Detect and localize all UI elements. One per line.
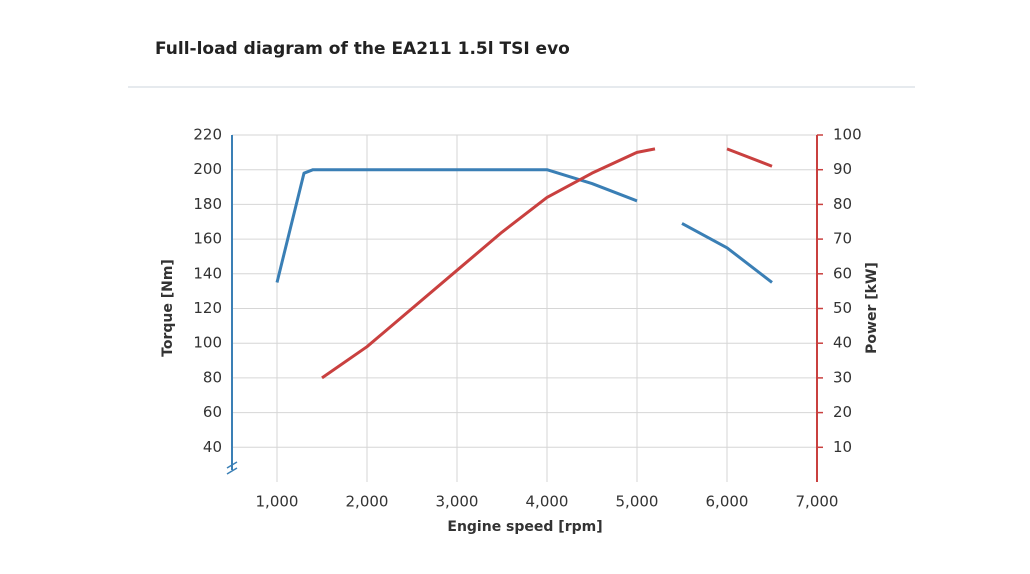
x-axis-title: Engine speed [rpm] — [447, 519, 602, 535]
y-tick-label: 200 — [193, 160, 222, 178]
x-tick-label: 1,000 — [256, 493, 299, 511]
x-tick-label: 7,000 — [796, 493, 839, 511]
y2-tick-label: 100 — [833, 126, 862, 144]
axis-break — [226, 461, 238, 469]
y2-tick-label: 20 — [833, 403, 852, 421]
y2-tick-label: 50 — [833, 299, 852, 317]
y2-axis-title: Power [kW] — [864, 262, 880, 354]
y-tick-label: 60 — [203, 403, 222, 421]
y-tick-label: 40 — [203, 438, 222, 456]
y2-tick-label: 90 — [833, 160, 852, 178]
y-tick-label: 220 — [193, 126, 222, 144]
y2-tick-label: 40 — [833, 334, 852, 352]
y-tick-label: 140 — [193, 264, 222, 282]
y2-tick-label: 70 — [833, 230, 852, 248]
y-tick-label: 160 — [193, 230, 222, 248]
series-line — [321, 147, 773, 380]
series-line — [275, 168, 773, 284]
x-tick-label: 3,000 — [436, 493, 479, 511]
x-tick-label: 6,000 — [706, 493, 749, 511]
axis-break — [226, 467, 238, 475]
x-tick-label: 5,000 — [616, 493, 659, 511]
y2-tick-label: 10 — [833, 438, 852, 456]
y-axis-title: Torque [Nm] — [160, 259, 176, 357]
y2-tick-label: 80 — [833, 195, 852, 213]
y-tick-label: 80 — [203, 368, 222, 386]
x-tick-label: 4,000 — [526, 493, 569, 511]
y-tick-label: 120 — [193, 299, 222, 317]
y-tick-label: 180 — [193, 195, 222, 213]
chart-title: Full-load diagram of the EA211 1.5l TSI … — [155, 39, 570, 59]
y-tick-label: 100 — [193, 334, 222, 352]
y2-tick-label: 30 — [833, 368, 852, 386]
y2-tick-label: 60 — [833, 264, 852, 282]
x-tick-label: 2,000 — [346, 493, 389, 511]
